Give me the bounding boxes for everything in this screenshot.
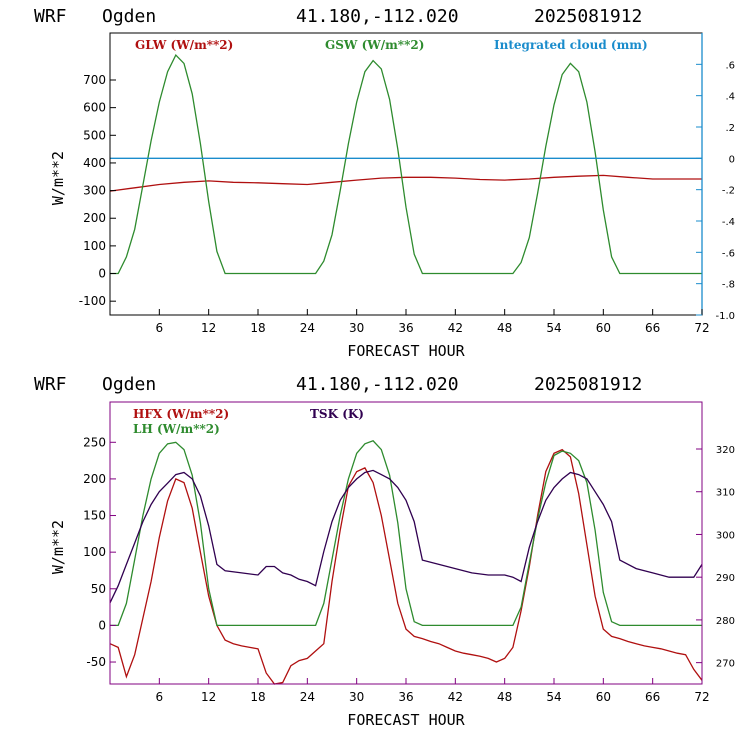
x-tick-label: 36 [398,321,413,335]
chart2-series-group [109,440,703,685]
chart2-y-axis-label: W/m**2 [49,520,67,574]
legend-integrated-cloud: Integrated cloud (mm) [494,38,648,52]
x-tick-label: 36 [398,690,413,704]
x-tick-label: 30 [349,690,364,704]
x-tick-label: 48 [497,690,512,704]
chart2-x-ticks: 6 12 18 24 30 36 42 48 54 60 66 72 [156,678,710,704]
chart1-y-ticks: -100 0 100 200 300 400 500 600 700 [79,73,116,308]
y2-tick-label: .2 [725,123,735,134]
chart1-plot-frame [109,32,703,316]
y2-tick-label: -.6 [722,248,735,259]
x-tick-label: 30 [349,321,364,335]
x-tick-label: 60 [596,321,611,335]
x-tick-label: 24 [300,690,315,704]
y-tick-label: 700 [83,73,106,87]
chart2-run: 2025081912 [534,374,642,395]
y2-tick-label: 320 [716,445,735,456]
chart2-station: Ogden [102,374,156,395]
y-tick-label: -50 [86,655,106,669]
chart2-model: WRF [34,374,67,395]
x-tick-label: 60 [596,690,611,704]
chart1-x-axis-label: FORECAST HOUR [347,342,465,360]
radiation-chart: WRF Ogden 41.180,-112.020 2025081912 6 12… [34,6,735,360]
legend-gsw: GSW (W/m**2) [325,38,424,52]
x-tick-label: 12 [201,690,216,704]
x-tick-label: 18 [250,690,265,704]
y2-tick-label: -1.0 [715,311,735,322]
legend-glw: GLW (W/m**2) [135,38,233,52]
chart2-y-ticks: -50 0 50 100 150 200 250 [83,435,116,669]
x-tick-label: 12 [201,321,216,335]
y-tick-label: 200 [83,472,106,486]
legend-lh: LH (W/m**2) [133,422,220,436]
y2-tick-label: 310 [716,488,735,499]
series-line-lh [110,440,702,627]
y-tick-label: 50 [91,582,106,596]
y-tick-label: 200 [83,211,106,225]
chart1-series-group [109,53,702,275]
x-tick-label: 18 [250,321,265,335]
x-tick-label: 42 [448,690,463,704]
chart1-coords: 41.180,-112.020 [296,6,459,27]
y2-tick-label: 280 [716,616,735,627]
y-tick-label: 300 [83,184,106,198]
series-line-tsk [109,469,703,604]
chart2-x-axis-label: FORECAST HOUR [347,711,465,729]
y-tick-label: 150 [83,509,106,523]
x-tick-label: 72 [694,690,709,704]
y2-tick-label: 290 [716,573,735,584]
y-tick-label: 0 [98,618,106,632]
y2-tick-label: 300 [716,530,735,541]
chart1-y-axis-label: W/m**2 [49,151,67,205]
x-tick-label: 54 [546,690,561,704]
y-tick-label: -100 [79,294,106,308]
legend-hfx: HFX (W/m**2) [133,407,229,421]
legend-tsk: TSK (K) [310,407,364,421]
x-tick-label: 66 [645,690,660,704]
y-tick-label: 100 [83,239,106,253]
heat-flux-chart: WRF Ogden 41.180,-112.020 2025081912 6 12… [34,374,735,729]
chart1-y2-ticks: .6 .4 .2 0 -.2 -.4 -.6 -.8 -1.0 [696,60,735,322]
y-tick-label: 100 [83,545,106,559]
x-tick-label: 6 [156,690,164,704]
y-tick-label: 250 [83,435,106,449]
chart1-station: Ogden [102,6,156,27]
y2-tick-label: -.8 [722,280,735,291]
chart1-model: WRF [34,6,67,27]
x-tick-label: 72 [694,321,709,335]
x-tick-label: 6 [156,321,164,335]
y2-tick-label: -.2 [722,186,735,197]
y-tick-label: 600 [83,101,106,115]
series-line-gsw [110,53,702,275]
x-tick-label: 66 [645,321,660,335]
y2-tick-label: 270 [716,659,735,670]
y2-tick-label: .6 [725,60,735,71]
x-tick-label: 42 [448,321,463,335]
chart1-run: 2025081912 [534,6,642,27]
y-tick-label: 500 [83,128,106,142]
series-line-glw [109,174,702,192]
chart1-x-ticks: 6 12 18 24 30 36 42 48 54 60 66 72 [156,309,710,335]
x-tick-label: 54 [546,321,561,335]
chart2-y2-ticks: 270 280 290 300 310 320 [696,445,735,670]
y-tick-label: 0 [98,267,106,281]
series-line-hfx [109,448,703,685]
y2-tick-label: .4 [725,92,735,103]
x-tick-label: 48 [497,321,512,335]
chart2-coords: 41.180,-112.020 [296,374,459,395]
x-tick-label: 24 [300,321,315,335]
y2-tick-label: 0 [729,154,735,165]
y-tick-label: 400 [83,156,106,170]
y2-tick-label: -.4 [722,217,735,228]
